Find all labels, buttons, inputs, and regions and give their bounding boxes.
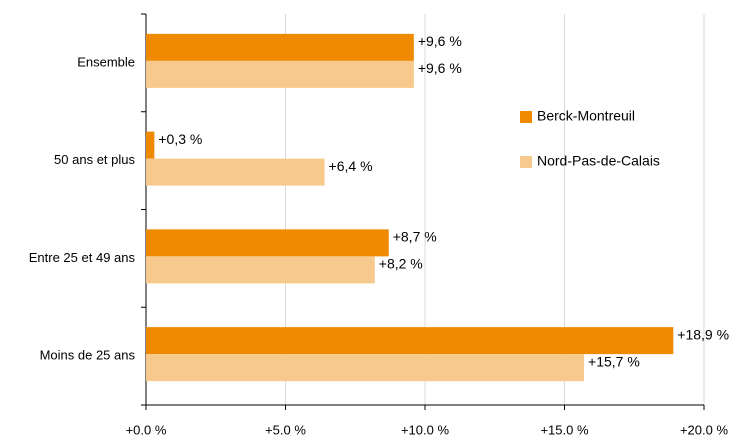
y-tick-label: Entre 25 et 49 ans [29, 250, 136, 265]
x-tick-label: +20.0 % [680, 422, 729, 437]
value-label: +6,4 % [329, 158, 373, 174]
bar [146, 60, 414, 88]
x-tick-label: +0.0 % [126, 422, 167, 437]
y-tick-label: Moins de 25 ans [40, 348, 136, 363]
value-label: +9,6 % [418, 60, 462, 76]
bar [146, 158, 325, 186]
legend-label: Berck-Montreuil [537, 108, 635, 124]
value-label: +15,7 % [588, 353, 640, 369]
value-label: +9,6 % [418, 33, 462, 49]
x-tick-label: +5.0 % [265, 422, 306, 437]
bar [146, 131, 155, 159]
value-label: +8,2 % [379, 256, 423, 272]
legend-label: Nord-Pas-de-Calais [537, 153, 660, 169]
bar [146, 33, 414, 61]
legend-swatch [520, 156, 532, 168]
x-tick-label: +15.0 % [540, 422, 589, 437]
bar [146, 256, 375, 284]
bar [146, 327, 674, 355]
y-tick-label: 50 ans et plus [54, 152, 135, 167]
value-label: +0,3 % [158, 131, 202, 147]
bar [146, 229, 389, 257]
x-tick-label: +10.0 % [401, 422, 450, 437]
legend-swatch [520, 111, 532, 123]
bar [146, 354, 585, 382]
value-label: +18,9 % [677, 326, 729, 342]
value-label: +8,7 % [393, 229, 437, 245]
y-tick-label: Ensemble [77, 54, 135, 69]
